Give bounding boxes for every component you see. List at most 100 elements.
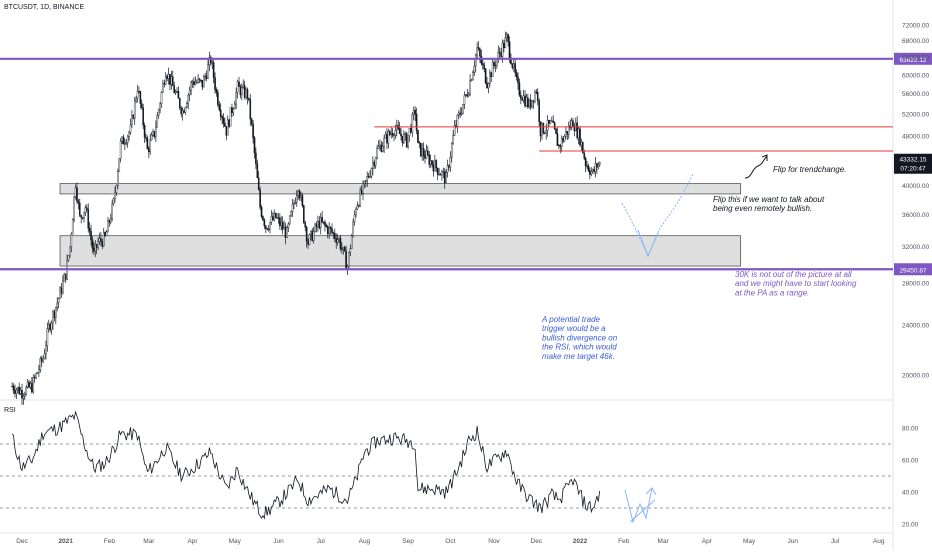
candle-body <box>235 92 237 105</box>
candle-body <box>579 128 581 146</box>
candle-body <box>290 211 292 217</box>
candle-body <box>531 100 533 108</box>
annotation-trade-trigger-line: A potential trade <box>541 315 601 324</box>
candle-body <box>536 92 539 101</box>
candle-body <box>584 158 587 167</box>
price-candles <box>11 31 601 405</box>
annotation-trade-trigger-line: trigger would be a <box>542 324 606 333</box>
candle-body <box>25 386 28 395</box>
price-tick-label: 48000.00 <box>902 133 929 140</box>
candle-body <box>570 120 573 129</box>
candle-body <box>121 136 123 142</box>
candle-body <box>521 98 524 101</box>
candle-body <box>390 132 392 135</box>
candle-body <box>143 125 146 138</box>
support-zone-1 <box>59 183 742 195</box>
time-tick-label: Dec <box>16 538 28 545</box>
candle-body <box>459 112 462 115</box>
candle-body <box>376 148 378 159</box>
candle-body <box>365 180 367 182</box>
candle-body <box>560 138 563 148</box>
candle-body <box>494 64 497 67</box>
candle-body <box>545 130 547 134</box>
price-tick-label: 36000.00 <box>902 212 929 219</box>
candle-body <box>449 157 452 168</box>
candle-body <box>98 237 101 242</box>
candle-body <box>239 86 242 96</box>
candle-body <box>174 91 177 94</box>
candle-body <box>322 221 325 223</box>
candle-body <box>339 237 342 249</box>
time-tick-label: Apr <box>187 538 198 545</box>
candle-body <box>31 383 33 393</box>
candle-body <box>597 164 600 168</box>
candle-body <box>453 125 456 136</box>
time-tick-label: Apr <box>702 538 713 545</box>
candle-body <box>342 246 345 250</box>
candle-body <box>226 119 229 136</box>
candle-body <box>18 387 20 395</box>
annotation-trade-trigger-line: make me target 46k. <box>542 352 615 361</box>
candle-body <box>266 228 268 230</box>
candle-body <box>551 120 553 122</box>
candle-body <box>293 203 295 205</box>
time-tick-label: Mar <box>143 538 155 545</box>
annotation-trade-trigger-line: the RSI, which would <box>542 343 617 352</box>
candle-body <box>238 81 240 87</box>
rsi-divergence-line-icon <box>629 499 656 523</box>
candle-body <box>559 144 562 148</box>
candle-body <box>253 137 256 154</box>
candle-body <box>56 302 59 308</box>
header-separator: , <box>49 4 54 11</box>
candle-body <box>162 82 164 93</box>
candle-body <box>398 128 401 135</box>
symbol-header[interactable]: BTCUSDT, 1D, BINANCE <box>4 4 84 11</box>
time-tick-label: Mar <box>658 538 670 545</box>
candle-body <box>369 176 371 178</box>
time-tick-label: Aug <box>359 538 371 545</box>
candle-body <box>47 323 50 329</box>
candle-body <box>15 389 18 394</box>
candle-body <box>380 144 383 152</box>
candle-body <box>87 209 90 229</box>
candle-body <box>405 133 408 148</box>
time-tick-label: Oct <box>445 538 455 545</box>
candle-body <box>97 241 99 248</box>
candle-body <box>180 107 183 115</box>
candle-body <box>52 311 54 324</box>
candle-body <box>32 377 35 393</box>
candle-body <box>156 115 159 128</box>
candle-body <box>273 212 276 221</box>
candle-body <box>548 119 550 124</box>
candle-body <box>73 196 75 220</box>
candle-body <box>572 120 574 127</box>
candle-body <box>466 94 469 97</box>
candle-body <box>373 162 376 166</box>
candle-body <box>311 230 314 241</box>
candle-body <box>43 353 46 359</box>
candle-body <box>256 163 259 179</box>
candle-body <box>228 119 230 127</box>
candle-body <box>86 207 88 210</box>
candle-body <box>438 174 440 176</box>
candle-body <box>524 95 526 107</box>
candle-body <box>419 142 422 157</box>
candle-body <box>474 54 477 67</box>
candle-body <box>465 94 467 96</box>
candle-body <box>169 73 171 85</box>
candle-body <box>566 131 569 135</box>
candle-body <box>160 92 163 105</box>
candle-body <box>69 246 71 256</box>
candle-body <box>163 82 166 85</box>
symbol-name: BTCUSDT <box>4 4 37 11</box>
candle-body <box>363 181 366 184</box>
candle-body <box>91 239 94 249</box>
candle-body <box>590 171 593 175</box>
candle-body <box>50 322 53 331</box>
candle-body <box>491 62 494 77</box>
candle-body <box>173 85 175 94</box>
timeframe: 1D <box>40 4 50 11</box>
candle-body <box>276 217 278 219</box>
